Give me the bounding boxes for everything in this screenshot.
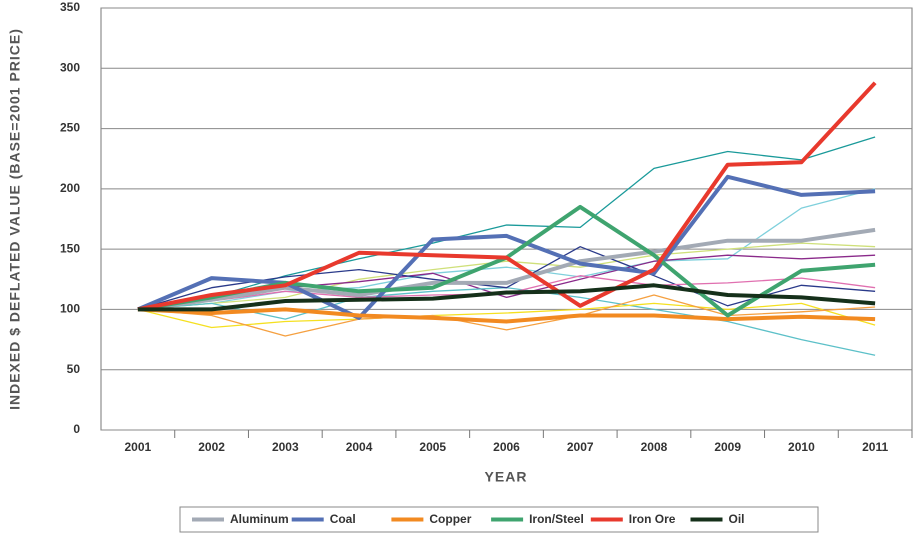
x-tick-label: 2005 bbox=[419, 440, 446, 454]
legend-label: Iron/Steel bbox=[529, 512, 584, 526]
x-tick-label: 2002 bbox=[198, 440, 225, 454]
y-tick-label: 250 bbox=[60, 121, 80, 135]
series-line bbox=[137, 227, 876, 312]
x-tick-label: 2010 bbox=[788, 440, 815, 454]
x-tick-label: 2004 bbox=[346, 440, 373, 454]
legend-label: Oil bbox=[729, 512, 745, 526]
background-line bbox=[137, 294, 876, 337]
y-tick-label: 200 bbox=[60, 181, 80, 195]
series-line bbox=[137, 81, 877, 312]
x-tick-label: 2003 bbox=[272, 440, 299, 454]
series-line bbox=[137, 307, 876, 324]
y-tick-label: 100 bbox=[60, 302, 80, 316]
legend-label: Copper bbox=[429, 512, 471, 526]
legend-label: Aluminum bbox=[230, 512, 289, 526]
background-line bbox=[137, 242, 876, 311]
plot-frame bbox=[100, 7, 913, 431]
y-tick-label: 0 bbox=[73, 422, 80, 436]
x-tick-label: 2006 bbox=[493, 440, 520, 454]
x-tick-label: 2007 bbox=[567, 440, 594, 454]
x-tick-label: 2009 bbox=[714, 440, 741, 454]
x-tick-label: 2011 bbox=[862, 440, 888, 454]
x-tick-label: 2008 bbox=[641, 440, 668, 454]
series-line bbox=[137, 174, 876, 320]
legend-label: Coal bbox=[330, 512, 356, 526]
y-axis-title: INDEXED $ DEFLATED VALUE (BASE=2001 PRIC… bbox=[7, 28, 23, 410]
legend-label: Iron Ore bbox=[629, 512, 676, 526]
y-tick-label: 50 bbox=[67, 362, 81, 376]
series-line bbox=[137, 283, 876, 312]
y-tick-label: 300 bbox=[60, 60, 80, 74]
x-tick-label: 2001 bbox=[125, 440, 152, 454]
x-axis-title: YEAR bbox=[485, 469, 528, 485]
y-tick-label: 150 bbox=[60, 241, 80, 255]
y-tick-label: 350 bbox=[60, 0, 80, 14]
background-line bbox=[137, 302, 876, 329]
